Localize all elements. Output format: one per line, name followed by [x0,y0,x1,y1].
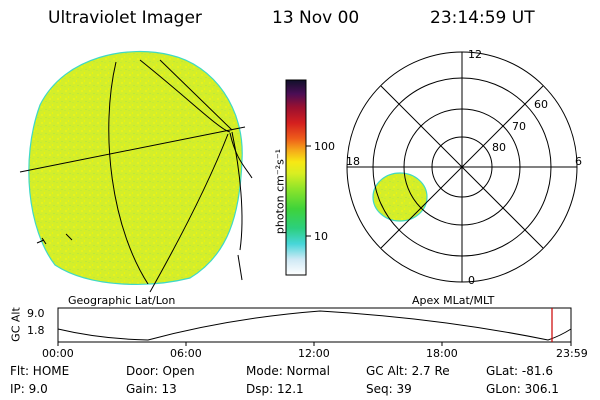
mlt-label-12: 12 [468,48,482,61]
latitude-line [19,126,246,173]
left-panel-caption: Geographic Lat/Lon [68,294,176,307]
grid-tick [36,239,45,244]
meridian-line [108,61,153,285]
meridian-line [229,132,253,179]
altitude-tick-min: 1.8 [27,324,45,337]
grid-tick [65,233,73,241]
instrument-title: Ultraviolet Imager [48,8,202,28]
time-tick-2359: 23:59 [556,347,588,360]
status-glat: GLat: -81.6 [486,364,553,378]
meridian-line [149,133,229,293]
polar-emission-spot [372,172,428,222]
status-dsp: Dsp: 12.1 [246,382,304,396]
right-panel-caption: Apex MLat/MLT [412,294,495,307]
time-tick-1800: 18:00 [426,347,458,360]
time-tick-0000: 00:00 [42,347,74,360]
status-door: Door: Open [126,364,195,378]
colorbar [285,79,311,276]
meridian-line [231,131,243,251]
meridian-line [159,59,233,131]
colorbar-tick-10: 10 [314,230,328,243]
status-gain: Gain: 13 [126,382,177,396]
mlt-label-18: 18 [346,155,360,168]
status-flight: Flt: HOME [10,364,70,378]
status-seq: Seq: 39 [366,382,412,396]
time-label: 23:14:59 UT [430,8,535,28]
colorbar-tick-100: 100 [314,140,335,153]
geographic-image [19,50,253,293]
time-tick-0600: 06:00 [170,347,202,360]
altitude-tick-max: 9.0 [27,307,45,320]
emission-region [28,50,243,285]
altitude-curve [57,310,572,341]
status-gc-alt: GC Alt: 2.7 Re [366,364,450,378]
time-tick-1200: 12:00 [298,347,330,360]
altitude-chart-frame [57,307,572,343]
status-glon: GLon: 306.1 [486,382,559,396]
colorbar-unit-label: photon cm⁻²s⁻¹ [273,148,287,235]
date-label: 13 Nov 00 [272,8,360,28]
status-mode: Mode: Normal [246,364,330,378]
mlt-line-diagonal [380,85,544,249]
altitude-axis-title: GC Alt [9,307,23,342]
mlt-label-6: 6 [575,155,582,168]
lat-label-80: 80 [492,141,506,154]
lat-label-60: 60 [534,98,548,111]
lat-label-70: 70 [512,120,526,133]
altitude-chart [57,307,572,346]
mlt-label-0: 0 [468,274,475,287]
grid-tick [237,254,243,281]
colorbar-scale [285,79,307,276]
polar-plot [346,51,578,283]
grid-tick [41,237,47,245]
status-ip: IP: 9.0 [10,382,48,396]
